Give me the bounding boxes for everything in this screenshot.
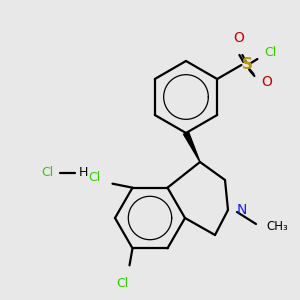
Text: Cl: Cl bbox=[41, 167, 53, 179]
Text: O: O bbox=[261, 75, 272, 89]
Text: N: N bbox=[237, 203, 247, 217]
Text: Cl: Cl bbox=[88, 171, 101, 184]
Text: S: S bbox=[242, 58, 253, 73]
Polygon shape bbox=[184, 132, 200, 162]
Text: H: H bbox=[78, 167, 88, 179]
Text: Cl: Cl bbox=[116, 277, 129, 290]
Text: Cl: Cl bbox=[264, 46, 277, 59]
Text: CH₃: CH₃ bbox=[266, 220, 288, 232]
Text: O: O bbox=[233, 31, 244, 45]
